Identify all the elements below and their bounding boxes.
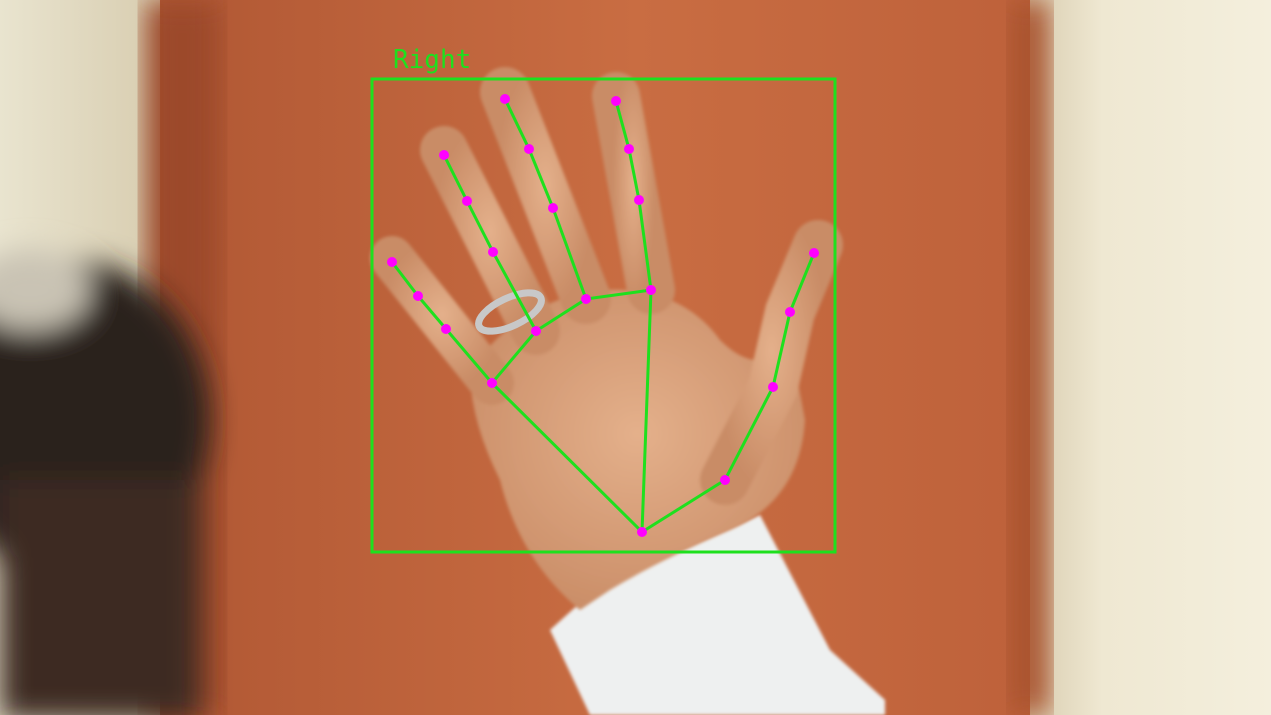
handedness-label: Right	[393, 45, 471, 75]
sleeve	[550, 515, 885, 715]
bounding-box	[370, 77, 837, 554]
foreground-blur	[0, 250, 210, 715]
ring	[475, 289, 545, 335]
landmarks	[387, 94, 819, 537]
door-edge	[1010, 0, 1050, 715]
right-wall	[1030, 0, 1271, 715]
hand	[370, 67, 843, 610]
